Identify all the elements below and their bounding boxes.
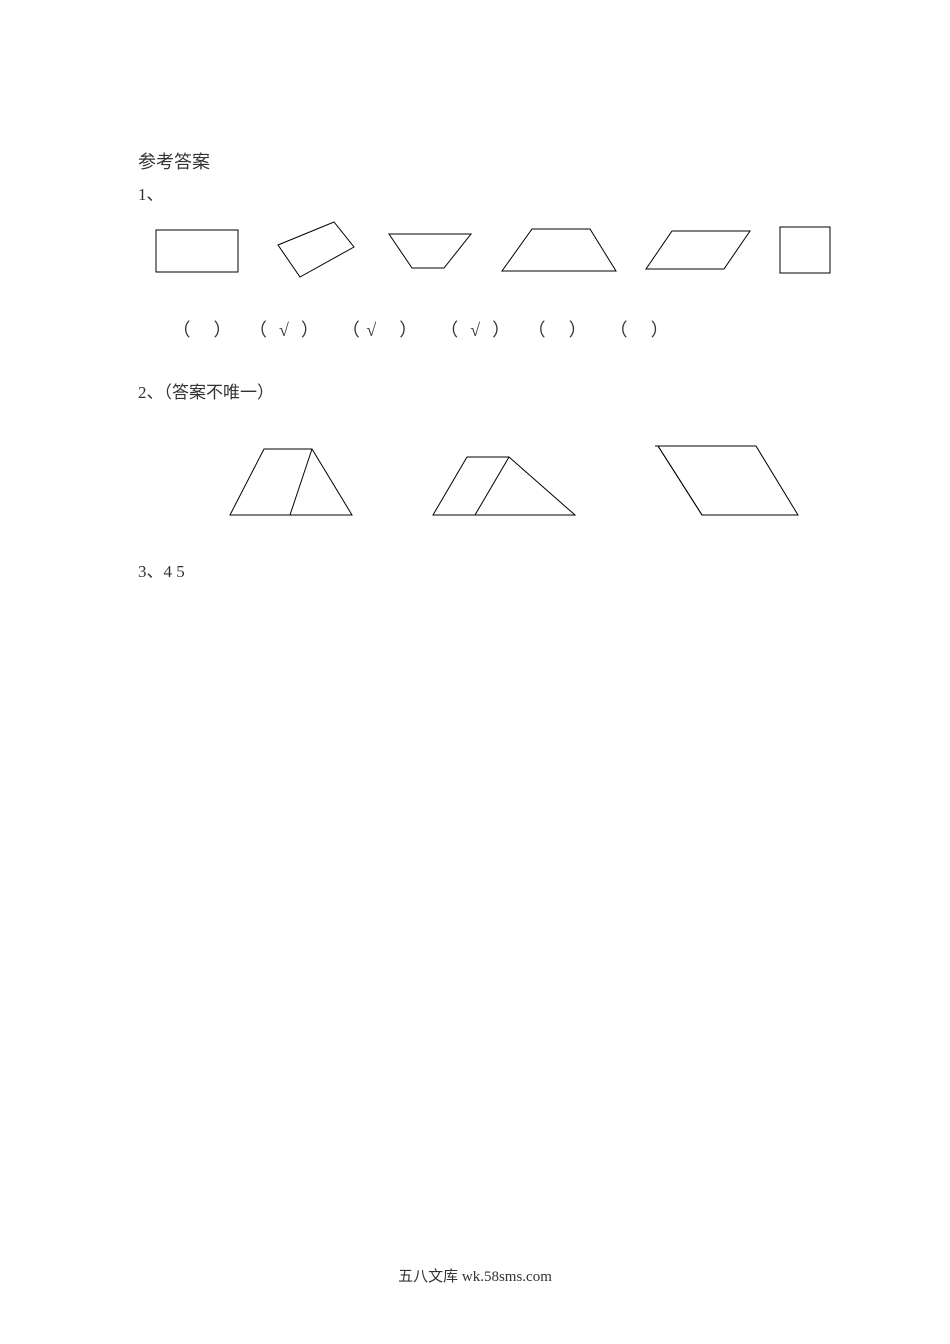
shape-square	[776, 223, 834, 277]
q2-shapes-row	[226, 443, 802, 519]
answer-paren: （ ） （ √ ） （ √ ） （ √ ） （ ） （ ）	[156, 320, 670, 340]
shape-trapezoid-split-1	[226, 445, 356, 519]
question-2-label: 2、（答案不唯一）	[138, 378, 812, 403]
question-1-label: 1、	[138, 180, 812, 205]
shape-trapezoid-split-3	[652, 443, 802, 519]
shape-rectangle	[152, 222, 242, 278]
q1-answers-row: （ ） （ √ ） （ √ ） （ √ ） （ ） （ ）	[156, 317, 812, 344]
shape-quadrilateral	[264, 219, 362, 281]
shape-parallelogram	[642, 227, 754, 273]
shape-trapezoid-split-2	[429, 453, 579, 519]
shape-trapezoid	[498, 225, 620, 275]
question-3-label: 3、4 5	[138, 557, 812, 582]
shape-trapezoid-inverted	[384, 228, 476, 272]
answer-key-heading: 参考答案	[138, 148, 812, 174]
q1-shapes-row	[152, 219, 812, 281]
page-footer: 五八文库 wk.58sms.com	[0, 1265, 950, 1286]
